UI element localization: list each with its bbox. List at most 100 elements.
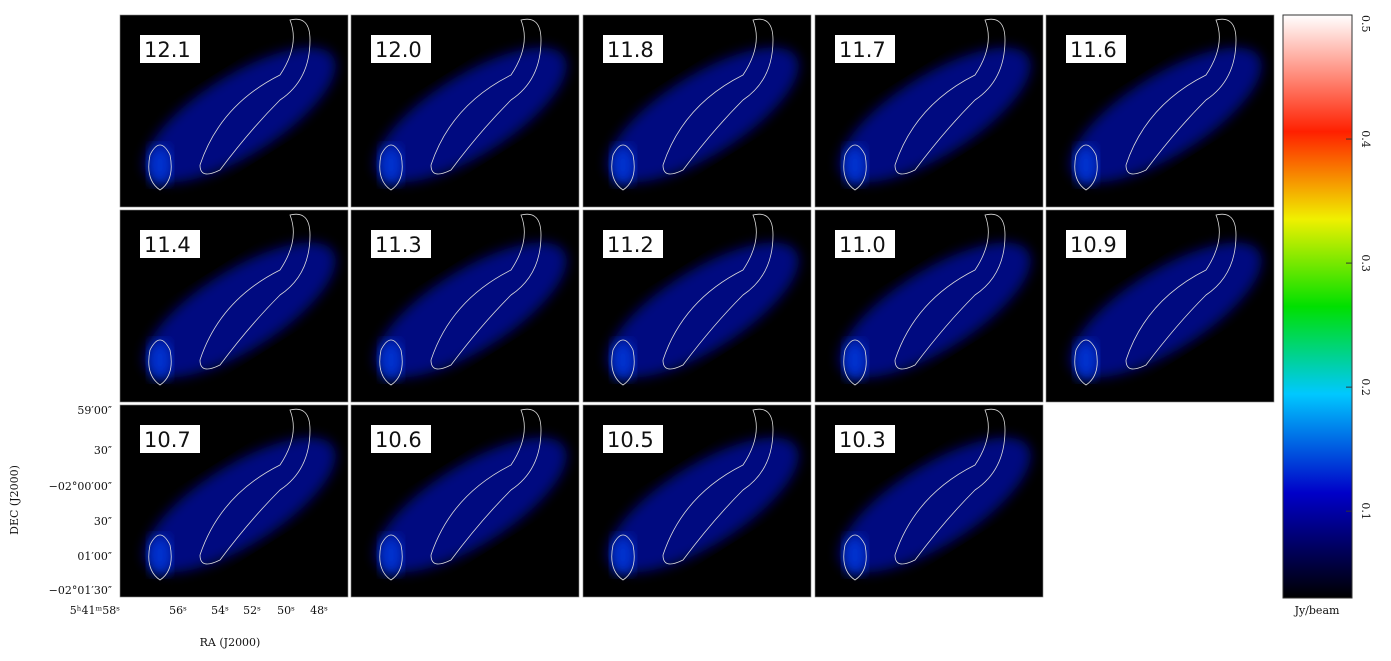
emission [607,242,799,378]
contour [843,213,1006,386]
emission [379,145,403,185]
emission [611,535,635,575]
colorbar-label: Jy/beam [1294,604,1340,617]
emission [839,47,1031,183]
colorbar-tick-label: 0.2 [1359,378,1372,396]
emission [1070,47,1262,183]
channel-label: 11.4 [144,233,191,257]
panel-frame [814,209,1044,403]
colorbar-tick-label: 0.4 [1359,130,1372,148]
channel-panel: 10.6 [351,405,579,597]
channel-panel: 11.0 [815,210,1043,402]
label-box [603,230,663,258]
channel-label: 11.2 [607,233,654,257]
channel-panel: 10.3 [815,405,1043,597]
channel-label: 12.0 [375,38,422,62]
label-box [835,230,895,258]
emission [607,437,799,573]
ra-tick-label: 5ʰ41ᵐ58ˢ [70,604,120,617]
channel-label: 11.6 [1070,38,1117,62]
label-box [835,35,895,63]
contour [148,18,311,191]
emission [148,340,172,380]
channel-label: 10.7 [144,428,191,452]
channel-panel: 11.3 [351,210,579,402]
emission [607,47,799,183]
channel-panel: 11.2 [583,210,811,402]
contour [1074,18,1237,191]
panel-frame [582,404,812,598]
label-box [1066,230,1126,258]
panel-frame [119,404,349,598]
emission [1070,242,1262,378]
channel-label: 12.1 [144,38,191,62]
label-box [1066,35,1126,63]
colorbar-tick-label: 0.1 [1359,502,1372,520]
emission [144,242,336,378]
dec-tick-label: 59′00″ [77,404,112,417]
contour [148,213,311,386]
label-box [140,425,200,453]
panel-frame [814,14,1044,208]
emission [375,242,567,378]
channel-panel: 11.7 [815,15,1043,207]
panel-frame [1045,14,1275,208]
emission [843,340,867,380]
channel-label: 10.6 [375,428,422,452]
emission [843,145,867,185]
ra-tick-label: 56ˢ [169,604,187,617]
channel-label: 11.3 [375,233,422,257]
contour [843,18,1006,191]
contour [611,18,774,191]
panel-frame [350,14,580,208]
emission [148,535,172,575]
channel-label: 11.8 [607,38,654,62]
panel-frame [582,209,812,403]
contour [379,213,542,386]
colorbar-tick-label: 0.5 [1359,15,1372,33]
contour [843,408,1006,581]
label-box [603,425,663,453]
label-box [371,35,431,63]
emission [843,535,867,575]
label-box [140,35,200,63]
ra-tick-label: 50ˢ [277,604,295,617]
label-box [371,230,431,258]
channel-panel: 11.4 [120,210,348,402]
emission [611,145,635,185]
emission [839,437,1031,573]
colorbar [1282,14,1353,599]
y-axis-label: DEC (J2000) [8,465,21,535]
panel-frame [814,404,1044,598]
channel-label: 10.5 [607,428,654,452]
emission [148,145,172,185]
emission [144,47,336,183]
channel-label: 10.9 [1070,233,1117,257]
contour [611,408,774,581]
label-box [371,425,431,453]
channel-panel: 11.6 [1046,15,1274,207]
channel-panel: 10.9 [1046,210,1274,402]
emission [375,437,567,573]
channel-panel: 10.5 [583,405,811,597]
emission [375,47,567,183]
dec-tick-label: 30″ [94,515,112,528]
ra-tick-label: 48ˢ [310,604,328,617]
emission [1074,340,1098,380]
dec-tick-label: 01′00″ [77,550,112,563]
emission [379,535,403,575]
contour [148,408,311,581]
dec-tick-label: 30″ [94,444,112,457]
label-box [603,35,663,63]
emission [144,437,336,573]
ra-tick-label: 54ˢ [211,604,229,617]
channel-panel: 12.0 [351,15,579,207]
dec-tick-label: −02°00′00″ [49,480,112,493]
contour [379,18,542,191]
contour [611,213,774,386]
panel-frame [119,14,349,208]
contour [379,408,542,581]
label-box [835,425,895,453]
channel-panel: 12.1 [120,15,348,207]
